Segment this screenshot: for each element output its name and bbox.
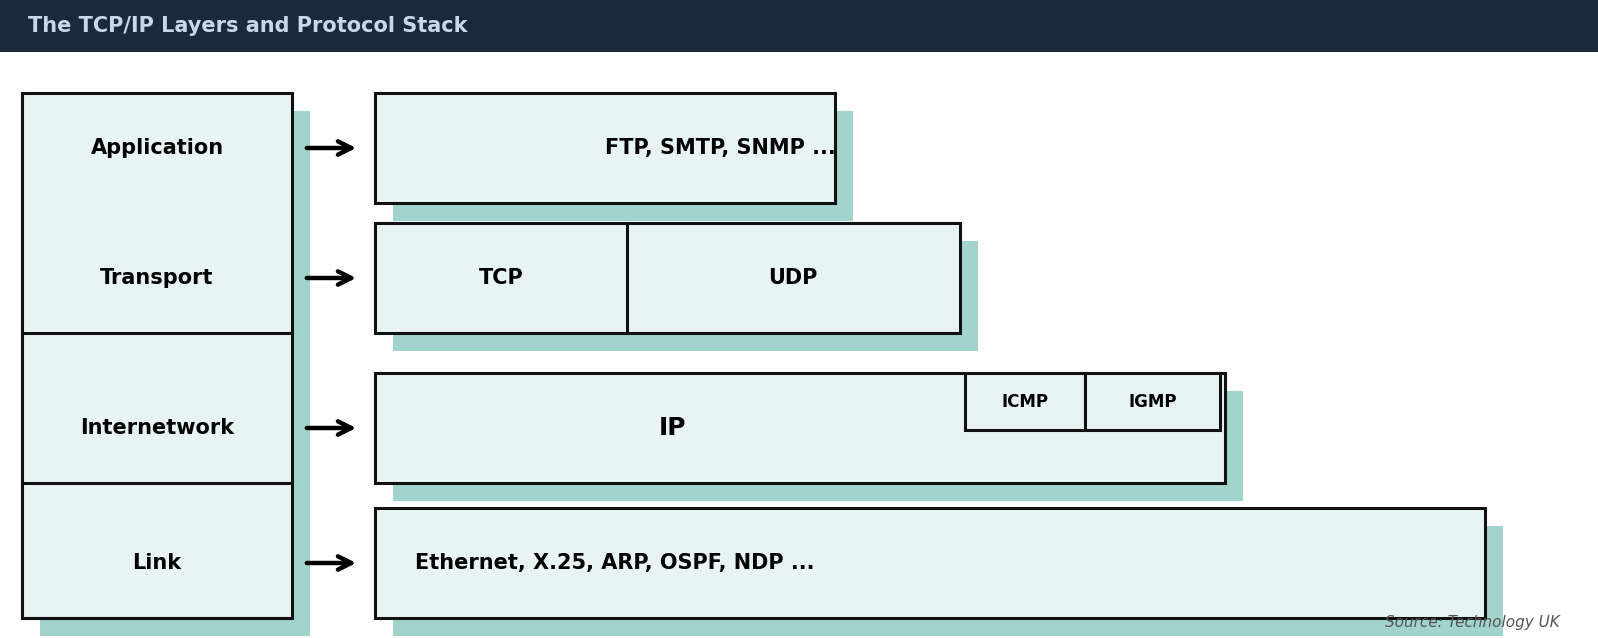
Text: IGMP: IGMP: [1128, 392, 1176, 411]
Text: The TCP/IP Layers and Protocol Stack: The TCP/IP Layers and Protocol Stack: [29, 16, 468, 36]
Bar: [965, 373, 1085, 430]
Text: Application: Application: [91, 138, 224, 158]
Bar: [22, 93, 292, 618]
Bar: [40, 111, 310, 636]
Bar: [0, 0, 1598, 52]
Bar: [376, 508, 1485, 618]
Text: UDP: UDP: [769, 268, 818, 288]
Text: FTP, SMTP, SNMP ...: FTP, SMTP, SNMP ...: [606, 138, 836, 158]
Bar: [393, 241, 978, 351]
Bar: [376, 93, 836, 203]
Text: IP: IP: [658, 416, 686, 440]
Text: TCP: TCP: [478, 268, 523, 288]
Bar: [1085, 373, 1219, 430]
Text: Ethernet, X.25, ARP, OSPF, NDP ...: Ethernet, X.25, ARP, OSPF, NDP ...: [415, 553, 815, 573]
Text: Transport: Transport: [101, 268, 214, 288]
Bar: [376, 223, 960, 333]
Bar: [393, 391, 1243, 501]
Bar: [393, 111, 853, 221]
Bar: [376, 373, 1226, 483]
Text: ICMP: ICMP: [1002, 392, 1048, 411]
Text: Internetwork: Internetwork: [80, 418, 233, 438]
Text: Source: Technology UK: Source: Technology UK: [1385, 615, 1560, 630]
Bar: [393, 526, 1504, 636]
Text: Link: Link: [133, 553, 182, 573]
